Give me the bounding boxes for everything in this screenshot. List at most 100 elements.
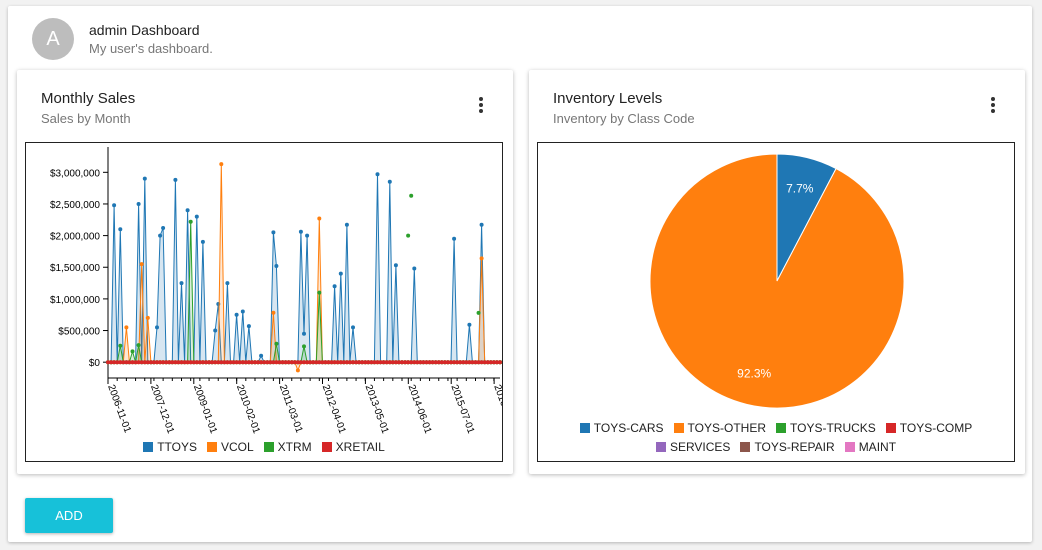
legend-item-maint[interactable]: MAINT — [844, 440, 897, 454]
legend-swatch — [263, 442, 274, 452]
data-point — [106, 360, 110, 365]
data-point — [167, 360, 172, 365]
data-point — [403, 360, 408, 365]
data-point — [188, 360, 193, 365]
data-point — [302, 344, 306, 349]
data-point — [145, 360, 150, 365]
data-point — [384, 360, 389, 365]
data-point — [494, 360, 499, 365]
legend-item-toys-repair[interactable]: TOYS-REPAIR — [740, 440, 835, 454]
data-point — [436, 360, 441, 365]
data-point — [151, 360, 156, 365]
legend-item-toys-other[interactable]: TOYS-OTHER — [673, 421, 766, 435]
data-point — [476, 360, 481, 365]
series-area — [108, 164, 500, 371]
data-point — [421, 360, 426, 365]
data-point — [482, 360, 487, 365]
y-tick-label: $0 — [89, 358, 101, 369]
data-point — [387, 179, 392, 184]
legend-swatch — [844, 442, 855, 452]
data-point — [412, 360, 417, 365]
legend-label: SERVICES — [669, 440, 731, 454]
data-point — [204, 360, 208, 365]
data-point — [305, 233, 310, 238]
data-point — [219, 360, 224, 365]
data-point — [210, 360, 215, 365]
data-point — [400, 360, 404, 365]
data-point — [164, 360, 169, 365]
legend-item-ttoys[interactable]: TTOYS — [143, 440, 197, 454]
legend-swatch — [206, 442, 217, 452]
data-point — [161, 226, 166, 230]
dashboard-panel: A admin Dashboard My user's dashboard. M… — [8, 6, 1032, 542]
legend-item-toys-cars[interactable]: TOYS-CARS — [579, 421, 664, 435]
card-subtitle: Inventory by Class Code — [553, 111, 695, 126]
data-point — [461, 360, 466, 365]
data-point — [305, 360, 310, 365]
data-point — [194, 360, 199, 365]
legend-label: MAINT — [858, 440, 897, 454]
data-point — [479, 256, 484, 261]
legend-item-toys-trucks[interactable]: TOYS-TRUCKS — [776, 421, 876, 435]
data-point — [173, 360, 178, 365]
data-point — [295, 360, 300, 365]
data-point — [445, 360, 450, 365]
data-point — [179, 360, 184, 365]
sales-legend: TTOYS VCOL XTRM XRETAIL — [26, 440, 502, 454]
data-point — [197, 360, 202, 365]
data-point — [491, 360, 496, 365]
data-point — [158, 360, 163, 365]
page-subtitle: My user's dashboard. — [89, 41, 213, 56]
data-point — [225, 360, 230, 365]
data-point — [347, 360, 352, 365]
inventory-levels-card: Inventory Levels Inventory by Class Code… — [529, 70, 1025, 474]
data-point — [338, 360, 343, 365]
x-tick-label: 2014-06-01 — [405, 383, 433, 435]
legend-swatch — [673, 423, 684, 433]
legend-label: TOYS-OTHER — [687, 421, 766, 435]
y-tick-label: $2,000,000 — [50, 232, 100, 243]
data-point — [314, 360, 319, 365]
y-tick-label: $3,000,000 — [50, 168, 100, 179]
data-point — [470, 360, 475, 365]
pie-slice-toys-other — [649, 153, 905, 409]
legend-item-services[interactable]: SERVICES — [655, 440, 731, 454]
data-point — [109, 360, 114, 365]
y-tick-label: $1,000,000 — [50, 295, 100, 306]
avatar[interactable]: A — [32, 18, 74, 60]
legend-item-xretail[interactable]: XRETAIL — [321, 440, 385, 454]
data-point — [396, 360, 401, 365]
data-point — [485, 360, 490, 365]
add-button[interactable]: ADD — [25, 498, 113, 533]
sales-line-chart: $0 $500,000 $1,000,000 $1,500,000 $2,000,000… — [50, 147, 502, 436]
y-tick-label: $1,500,000 — [50, 263, 100, 274]
data-point — [222, 360, 227, 365]
data-point — [381, 360, 386, 365]
data-point — [311, 360, 316, 365]
data-point — [467, 322, 472, 327]
card-title: Inventory Levels — [553, 90, 663, 107]
data-point — [473, 360, 478, 365]
data-point — [136, 360, 141, 365]
data-point — [234, 312, 239, 317]
legend-label: TOYS-REPAIR — [754, 440, 835, 454]
card-subtitle: Sales by Month — [41, 111, 131, 126]
pie-legend-row-2: SERVICES TOYS-REPAIR MAINT — [538, 440, 1014, 454]
monthly-sales-chart: $0 $500,000 $1,000,000 $1,500,000 $2,000,000… — [25, 142, 503, 462]
data-point — [449, 360, 453, 365]
legend-item-toys-comp[interactable]: TOYS-COMP — [885, 421, 972, 435]
data-point — [369, 360, 374, 365]
x-tick-label: 2007-12-01 — [148, 383, 176, 435]
data-point — [458, 360, 463, 365]
more-vert-icon[interactable] — [989, 97, 997, 117]
data-point — [216, 360, 221, 365]
data-point — [124, 360, 129, 365]
data-point — [409, 360, 414, 365]
legend-item-vcol[interactable]: VCOL — [206, 440, 254, 454]
data-point — [283, 360, 288, 365]
legend-item-xtrm[interactable]: XTRM — [263, 440, 312, 454]
legend-label: TOYS-TRUCKS — [790, 421, 876, 435]
card-title: Monthly Sales — [41, 90, 136, 107]
data-point — [188, 219, 193, 224]
more-vert-icon[interactable] — [477, 97, 485, 117]
